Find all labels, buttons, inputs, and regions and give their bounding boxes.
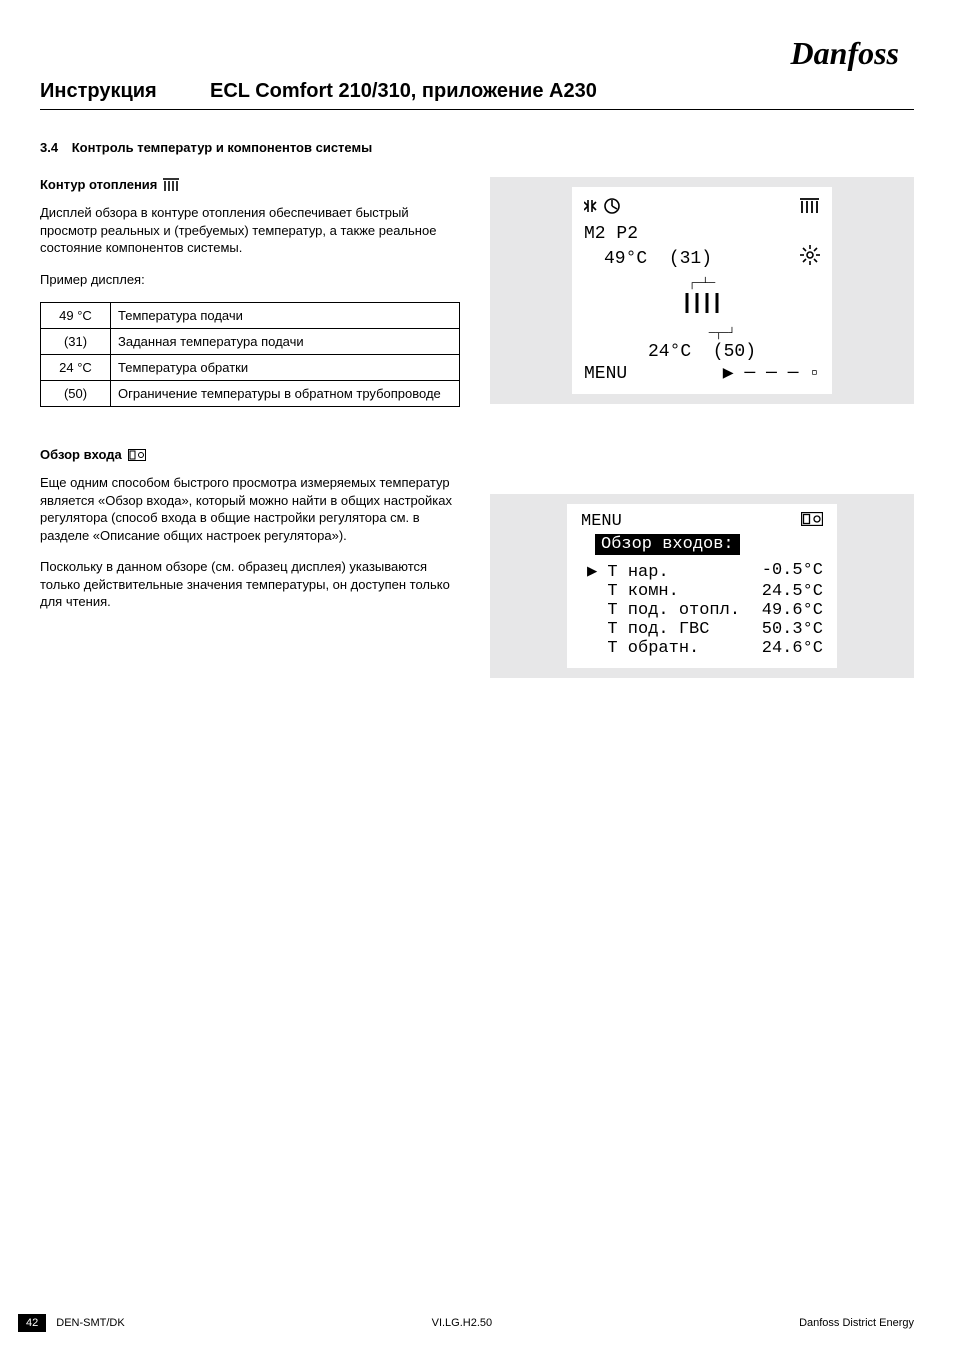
- controller-icon: [801, 512, 823, 532]
- lcd2-label: Т обратн.: [587, 639, 699, 658]
- table-row: (31)Заданная температура подачи: [41, 329, 460, 355]
- table-row: (50)Ограничение температуры в обратном т…: [41, 381, 460, 407]
- table-row: 49 °CТемпература подачи: [41, 303, 460, 329]
- pipe-bottom-icon: ─┬─┘: [669, 328, 735, 340]
- heat-table: 49 °CТемпература подачи (31)Заданная тем…: [40, 302, 460, 407]
- footer-left: DEN-SMT/DK: [56, 1317, 124, 1329]
- section-title: Контроль температур и компонентов систем…: [72, 140, 373, 155]
- lcd2-label: Т комн.: [587, 582, 679, 601]
- lcd2-menu: MENU: [581, 512, 622, 532]
- cell: Ограничение температуры в обратном трубо…: [111, 381, 460, 407]
- sun-icon: [800, 245, 820, 273]
- section-number: 3.4: [40, 140, 58, 155]
- pipe-top-icon: ┌─┴─: [689, 278, 715, 290]
- lcd1-line2: M2 P2: [584, 223, 820, 246]
- cell: Температура обратки: [111, 355, 460, 381]
- lcd2-row: Т обратн. 24.6°C: [581, 639, 823, 658]
- lcd1-temp1-set: (31): [669, 249, 712, 269]
- lcd2-title: Обзор входов:: [595, 534, 740, 555]
- cell: 49 °C: [41, 303, 111, 329]
- lcd2-row: Т под. ГВС 50.3°C: [581, 620, 823, 639]
- footer-right: Danfoss District Energy: [799, 1317, 914, 1329]
- footer-center: VI.LG.H2.50: [125, 1317, 799, 1329]
- lcd2-value: -0.5°C: [762, 561, 823, 582]
- lcd2-label: Т под. отопл.: [587, 601, 740, 620]
- inputs-paragraph-2: Поскольку в данном обзоре (см. образец д…: [40, 558, 460, 611]
- lcd2-row: ▶ Т нар. -0.5°C: [581, 561, 823, 582]
- lcd-screenshot-2: MENU Обзор входов: ▶ Т нар. -0.5°C Т комн…: [490, 494, 914, 678]
- cell: Заданная температура подачи: [111, 329, 460, 355]
- cell: (50): [41, 381, 111, 407]
- lcd2-label: ▶ Т нар.: [587, 561, 669, 582]
- lcd2-row: Т под. отопл. 49.6°C: [581, 601, 823, 620]
- controller-icon: [128, 449, 146, 461]
- radiator-icon: [163, 178, 181, 192]
- heat-heading-text: Контур отопления: [40, 177, 157, 192]
- lcd-screenshot-1: M2 P2 49°C (31) ┌─┴─ ─┬─┘: [490, 177, 914, 404]
- inputs-paragraph-1: Еще одним способом быстрого просмотра из…: [40, 474, 460, 544]
- cell: 24 °C: [41, 355, 111, 381]
- radiator-glyph: [681, 291, 723, 323]
- header-left: Инструкция: [40, 80, 210, 103]
- page-number: 42: [18, 1314, 46, 1332]
- lcd2-value: 24.6°C: [762, 639, 823, 658]
- brand-logo: Danfoss: [791, 35, 899, 72]
- page-header: Инструкция ECL Comfort 210/310, приложен…: [40, 80, 914, 110]
- lcd1-temp2-set: (50): [713, 342, 756, 362]
- heat-paragraph-1: Дисплей обзора в контуре отопления обесп…: [40, 204, 460, 257]
- lcd2-label: Т под. ГВС: [587, 620, 709, 639]
- section-heading: 3.4 Контроль температур и компонентов си…: [40, 140, 914, 155]
- lcd1-temp2: 24°C: [648, 342, 691, 362]
- lcd1-icons-left: [584, 197, 624, 223]
- cell: Температура подачи: [111, 303, 460, 329]
- lcd1-nav-icon: ▶ ─ ─ ─ ▫: [723, 363, 820, 386]
- table-row: 24 °CТемпература обратки: [41, 355, 460, 381]
- lcd2-value: 24.5°C: [762, 582, 823, 601]
- lcd1-menu: MENU: [584, 363, 627, 386]
- lcd1-temp1: 49°C: [604, 249, 647, 269]
- inputs-heading-text: Обзор входа: [40, 447, 122, 462]
- radiator-icon: [800, 198, 820, 222]
- lcd2-row: Т комн. 24.5°C: [581, 582, 823, 601]
- heat-paragraph-2: Пример дисплея:: [40, 271, 460, 289]
- cell: (31): [41, 329, 111, 355]
- header-title: ECL Comfort 210/310, приложение A230: [210, 80, 597, 103]
- heat-heading: Контур отопления: [40, 177, 460, 192]
- lcd2-value: 50.3°C: [762, 620, 823, 639]
- page-footer: 42 DEN-SMT/DK VI.LG.H2.50 Danfoss Distri…: [0, 1314, 954, 1332]
- inputs-heading: Обзор входа: [40, 447, 460, 462]
- lcd2-value: 49.6°C: [762, 601, 823, 620]
